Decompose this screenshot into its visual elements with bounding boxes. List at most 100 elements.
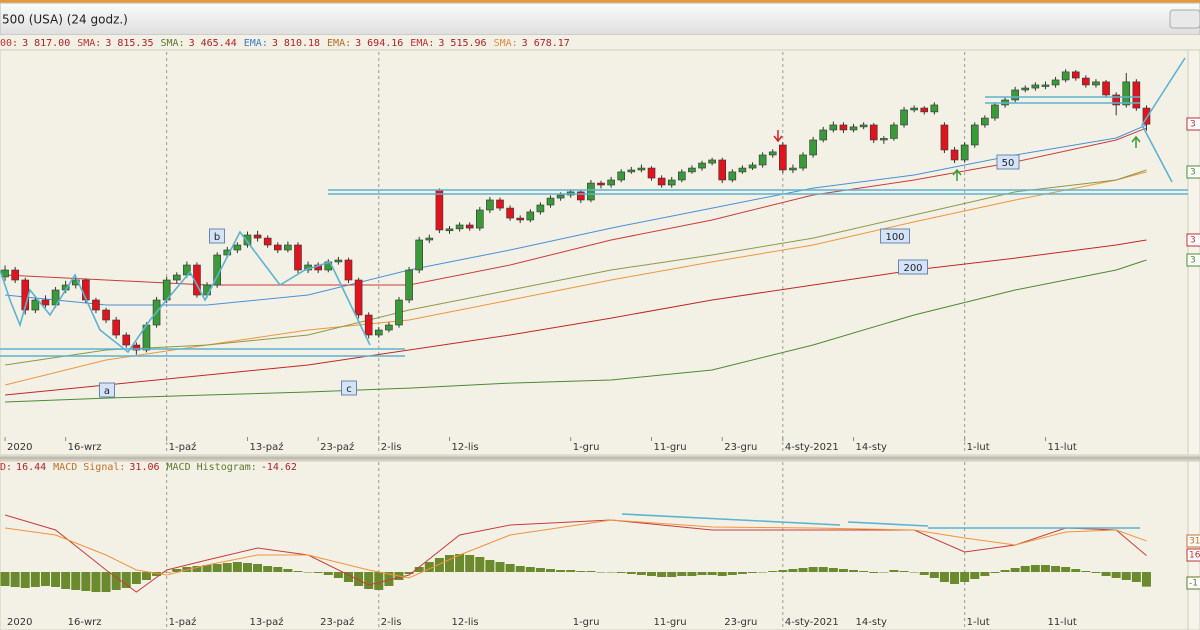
histogram-bar xyxy=(465,555,475,572)
histogram-bar xyxy=(636,572,646,575)
candle-body xyxy=(587,182,595,201)
annotation-box xyxy=(880,228,910,244)
candle-body xyxy=(698,162,706,169)
signal-arrows xyxy=(773,130,1141,181)
candle-body xyxy=(273,244,282,251)
x-tick-label: 2020 xyxy=(7,442,32,453)
histogram-bar xyxy=(556,570,566,572)
histogram-bar xyxy=(20,572,30,588)
histogram-bar xyxy=(505,564,515,572)
histogram-bar xyxy=(990,572,1000,573)
x-tick-label: 2-lis xyxy=(381,617,402,628)
candle-body xyxy=(607,179,615,186)
histogram-bar xyxy=(475,557,485,572)
histogram-bar xyxy=(152,572,162,576)
histogram-bar xyxy=(0,572,10,586)
x-tick-label: 16-wrz xyxy=(68,442,102,453)
histogram-bar xyxy=(424,562,434,572)
candle-body xyxy=(627,169,636,173)
candle-body xyxy=(31,299,40,311)
histogram-bar xyxy=(273,567,283,572)
histogram-bar xyxy=(121,572,131,588)
price-tag-label: 3 xyxy=(1190,120,1196,130)
histogram-bar xyxy=(212,564,222,572)
histogram-bar xyxy=(374,572,384,590)
candle-body xyxy=(102,309,110,321)
candle-body xyxy=(617,171,626,181)
histogram-bar xyxy=(414,567,424,572)
candle-body xyxy=(374,329,383,336)
candle-body xyxy=(1051,79,1060,86)
candle-body xyxy=(950,149,959,161)
value-tag-label: 31 xyxy=(1189,537,1200,547)
overlay: 00: 3 817.00 SMA: 3 815.35 SMA: 3 465.44 EMA: 3… xyxy=(0,38,1200,628)
candle-body xyxy=(1071,71,1080,79)
candle-body xyxy=(890,124,898,139)
annotation-box xyxy=(99,382,115,398)
candle-body xyxy=(869,124,878,141)
macd-trend-line xyxy=(847,521,929,527)
candle-body xyxy=(455,224,464,230)
candle-body xyxy=(546,197,555,206)
histogram-bar xyxy=(101,572,111,592)
close-button[interactable] xyxy=(1169,9,1200,29)
histogram-bar xyxy=(131,572,141,584)
candle-body xyxy=(425,237,434,241)
trend-lines xyxy=(0,57,1188,529)
histogram-bar xyxy=(849,570,859,572)
legend: 00: 3 817.00 SMA: 3 815.35 SMA: 3 465.44 EMA: 3… xyxy=(0,38,570,49)
x-tick-label: 2020 xyxy=(7,617,32,628)
histogram-bar xyxy=(727,572,737,575)
histogram-bar xyxy=(626,572,636,574)
candle-body xyxy=(344,259,353,281)
legend-label: SMA: xyxy=(494,38,518,49)
candle-body xyxy=(11,269,19,281)
up-arrow xyxy=(1131,135,1141,148)
annotation-box xyxy=(898,259,928,275)
candle-body xyxy=(678,171,686,181)
histogram-bar xyxy=(444,555,454,572)
price-panel xyxy=(0,49,1189,456)
legend-value: 31.06 xyxy=(129,462,159,473)
indicator-line xyxy=(5,169,1147,366)
candle-body xyxy=(496,199,504,209)
annotation-box xyxy=(209,228,225,244)
histogram-bar xyxy=(323,572,333,575)
price-tag xyxy=(1186,253,1200,267)
candle-body xyxy=(809,139,817,156)
price-tag xyxy=(1186,233,1200,247)
candle-body xyxy=(1122,81,1131,106)
legend-value: 3 815.35 xyxy=(105,38,153,49)
histogram-bar xyxy=(263,566,273,572)
grid xyxy=(4,52,1046,628)
candle-body xyxy=(1031,84,1040,89)
candle-body xyxy=(1112,94,1120,106)
candle-body xyxy=(637,167,646,171)
candle-body xyxy=(799,154,807,169)
candle-body xyxy=(768,151,777,156)
candle-body xyxy=(385,324,393,331)
candle-body xyxy=(536,204,545,213)
histogram-bar xyxy=(81,572,91,591)
histogram-bar xyxy=(647,572,657,576)
histogram-bar xyxy=(455,554,465,572)
histogram-bar xyxy=(364,572,374,589)
histogram-bar xyxy=(1071,569,1081,572)
candle-body xyxy=(112,319,120,336)
down-arrow xyxy=(773,130,783,143)
histogram-bar xyxy=(1061,567,1071,572)
histogram-bar xyxy=(141,572,151,580)
histogram-bar xyxy=(343,572,353,582)
histogram-bar xyxy=(919,572,929,575)
candle-body xyxy=(1061,71,1070,81)
x-tick-label: 1-gru xyxy=(573,617,600,628)
histogram-bar xyxy=(737,572,747,574)
candle-body xyxy=(284,244,292,251)
histogram-bar xyxy=(758,572,768,573)
histogram-bar xyxy=(434,558,444,572)
histogram-bar xyxy=(303,572,313,573)
candles xyxy=(1,69,1151,355)
indicator-line xyxy=(5,239,1147,396)
window-title: 500 (USA) (24 godz.) xyxy=(2,13,128,27)
